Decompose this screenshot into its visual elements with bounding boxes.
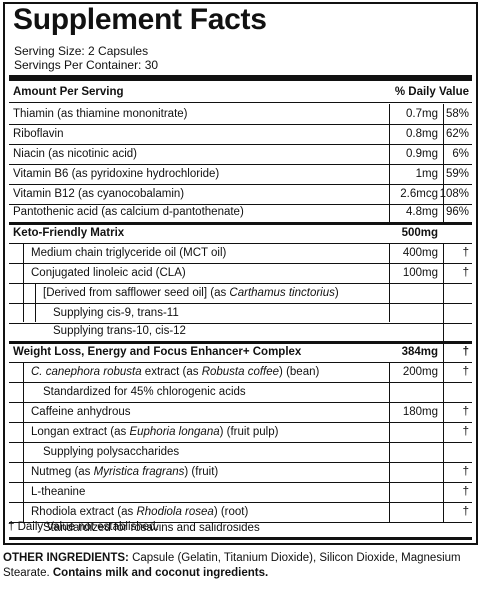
column-divider bbox=[389, 243, 390, 322]
row-dv: 6% bbox=[452, 148, 469, 160]
row-name: Supplying polysaccharides bbox=[43, 446, 180, 458]
row-dv: † bbox=[462, 247, 469, 259]
row-amount: 500mg bbox=[401, 227, 438, 239]
row-amount: 0.8mg bbox=[406, 128, 438, 140]
row-name: Rhodiola extract (as Rhodiola rosea) (ro… bbox=[31, 506, 249, 518]
table-row: L-theanine † bbox=[9, 483, 472, 503]
row-dv: † bbox=[462, 466, 469, 478]
row-dv: † bbox=[462, 346, 469, 358]
row-dv: 58% bbox=[445, 108, 469, 120]
serving-size: Serving Size: 2 Capsules bbox=[14, 44, 149, 58]
row-name: Pantothenic acid (as calcium d-pantothen… bbox=[13, 206, 244, 218]
table-row: Longan extract (as Euphoria longana) (fr… bbox=[9, 423, 472, 443]
row-amount: 0.9mg bbox=[406, 148, 438, 160]
row-dv: † bbox=[462, 426, 469, 438]
row-name: Longan extract (as Euphoria longana) (fr… bbox=[31, 426, 279, 438]
table-row: Supplying polysaccharides bbox=[9, 443, 472, 463]
row-name: Medium chain triglyceride oil (MCT oil) bbox=[31, 247, 227, 259]
row-amount: 100mg bbox=[402, 267, 438, 279]
column-divider bbox=[443, 243, 444, 522]
row-name: Keto-Friendly Matrix bbox=[13, 227, 125, 239]
row-dv: † bbox=[462, 406, 469, 418]
table-row: Riboflavin 0.8mg 62% bbox=[9, 125, 472, 145]
row-name: Standardized for 45% chlorogenic acids bbox=[43, 386, 246, 398]
table-row: Rhodiola extract (as Rhodiola rosea) (ro… bbox=[9, 503, 472, 523]
header-dv: % Daily Value bbox=[394, 86, 469, 98]
row-amount: 1mg bbox=[415, 168, 438, 180]
row-amount: 2.6mcg bbox=[400, 188, 438, 200]
column-divider bbox=[389, 104, 390, 223]
table-row: Nutmeg (as Myristica fragrans) (fruit) † bbox=[9, 463, 472, 483]
row-dv: † bbox=[462, 366, 469, 378]
row-name: Vitamin B6 (as pyridoxine hydrochloride) bbox=[13, 168, 220, 180]
header-row: Amount Per Serving % Daily Value bbox=[9, 83, 472, 103]
row-dv: 108% bbox=[439, 188, 469, 200]
supplement-facts-panel: Supplement Facts Serving Size: 2 Capsule… bbox=[3, 2, 478, 545]
row-dv: † bbox=[462, 506, 469, 518]
row-name: [Derived from safflower seed oil] (as Ca… bbox=[43, 287, 339, 299]
row-amount: 4.8mg bbox=[406, 206, 438, 218]
row-name: Niacin (as nicotinic acid) bbox=[13, 148, 137, 160]
row-name: Riboflavin bbox=[13, 128, 64, 140]
table-row: C. canephora robusta extract (as Robusta… bbox=[9, 363, 472, 383]
other-ingredients-text: Capsule (Gelatin, Titanium Dioxide), Sil… bbox=[3, 552, 461, 579]
other-ingredients: OTHER INGREDIENTS: Capsule (Gelatin, Tit… bbox=[3, 551, 481, 581]
row-amount: 0.7mg bbox=[406, 108, 438, 120]
table-row: Medium chain triglyceride oil (MCT oil) … bbox=[9, 244, 472, 264]
row-name: Supplying trans-10, cis-12 bbox=[53, 325, 186, 337]
header-amount: Amount Per Serving bbox=[13, 86, 124, 98]
row-amount: 400mg bbox=[402, 247, 438, 259]
table-row: Supplying trans-10, cis-12 bbox=[9, 322, 472, 344]
row-dv: 59% bbox=[445, 168, 469, 180]
row-dv: † bbox=[462, 486, 469, 498]
table-row: Pantothenic acid (as calcium d-pantothen… bbox=[9, 203, 472, 225]
table-row: Caffeine anhydrous 180mg † bbox=[9, 403, 472, 423]
indent-line bbox=[23, 243, 24, 322]
servings-per-container: Servings Per Container: 30 bbox=[14, 58, 159, 72]
other-ingredients-label: OTHER INGREDIENTS: bbox=[3, 552, 129, 564]
row-amount: 200mg bbox=[402, 366, 438, 378]
indent-line bbox=[23, 362, 24, 522]
row-name: Weight Loss, Energy and Focus Enhancer+ … bbox=[13, 346, 302, 358]
row-name: Conjugated linoleic acid (CLA) bbox=[31, 267, 186, 279]
table-row: Standardized for 45% chlorogenic acids bbox=[9, 383, 472, 403]
weight-complex-row: Weight Loss, Energy and Focus Enhancer+ … bbox=[9, 343, 472, 363]
table-row: [Derived from safflower seed oil] (as Ca… bbox=[9, 284, 472, 304]
row-dv: † bbox=[462, 267, 469, 279]
panel-title: Supplement Facts bbox=[13, 3, 267, 36]
row-name: Standardized for rosavins and salidrosid… bbox=[43, 522, 260, 534]
row-name: Caffeine anhydrous bbox=[31, 406, 131, 418]
allergen-statement: Contains milk and coconut ingredients. bbox=[52, 567, 269, 579]
table-row: Niacin (as nicotinic acid) 0.9mg 6% bbox=[9, 145, 472, 165]
row-dv: 96% bbox=[445, 206, 469, 218]
row-name: Nutmeg (as Myristica fragrans) (fruit) bbox=[31, 466, 219, 478]
table-row: Standardized for rosavins and salidrosid… bbox=[9, 521, 472, 540]
table-row: Thiamin (as thiamine mononitrate) 0.7mg … bbox=[9, 105, 472, 125]
row-name: L-theanine bbox=[31, 486, 86, 498]
row-name: Supplying cis-9, trans-11 bbox=[53, 307, 179, 319]
row-amount: 384mg bbox=[401, 346, 438, 358]
table-row: Vitamin B12 (as cyanocobalamin) 2.6mcg 1… bbox=[9, 185, 472, 205]
indent-line bbox=[35, 283, 36, 322]
table-row: Conjugated linoleic acid (CLA) 100mg † bbox=[9, 264, 472, 284]
footnote: † Daily Value not established. bbox=[8, 521, 159, 533]
row-amount: 180mg bbox=[402, 406, 438, 418]
row-name: Vitamin B12 (as cyanocobalamin) bbox=[13, 188, 185, 200]
thick-divider bbox=[9, 75, 472, 81]
row-dv: 62% bbox=[445, 128, 469, 140]
table-row: Vitamin B6 (as pyridoxine hydrochloride)… bbox=[9, 165, 472, 185]
table-row: Supplying cis-9, trans-11 bbox=[9, 304, 472, 324]
row-name: C. canephora robusta extract (as Robusta… bbox=[31, 366, 320, 378]
keto-matrix-row: Keto-Friendly Matrix 500mg bbox=[9, 224, 472, 244]
column-divider bbox=[389, 362, 390, 522]
row-name: Thiamin (as thiamine mononitrate) bbox=[13, 108, 188, 120]
column-divider bbox=[443, 104, 444, 223]
